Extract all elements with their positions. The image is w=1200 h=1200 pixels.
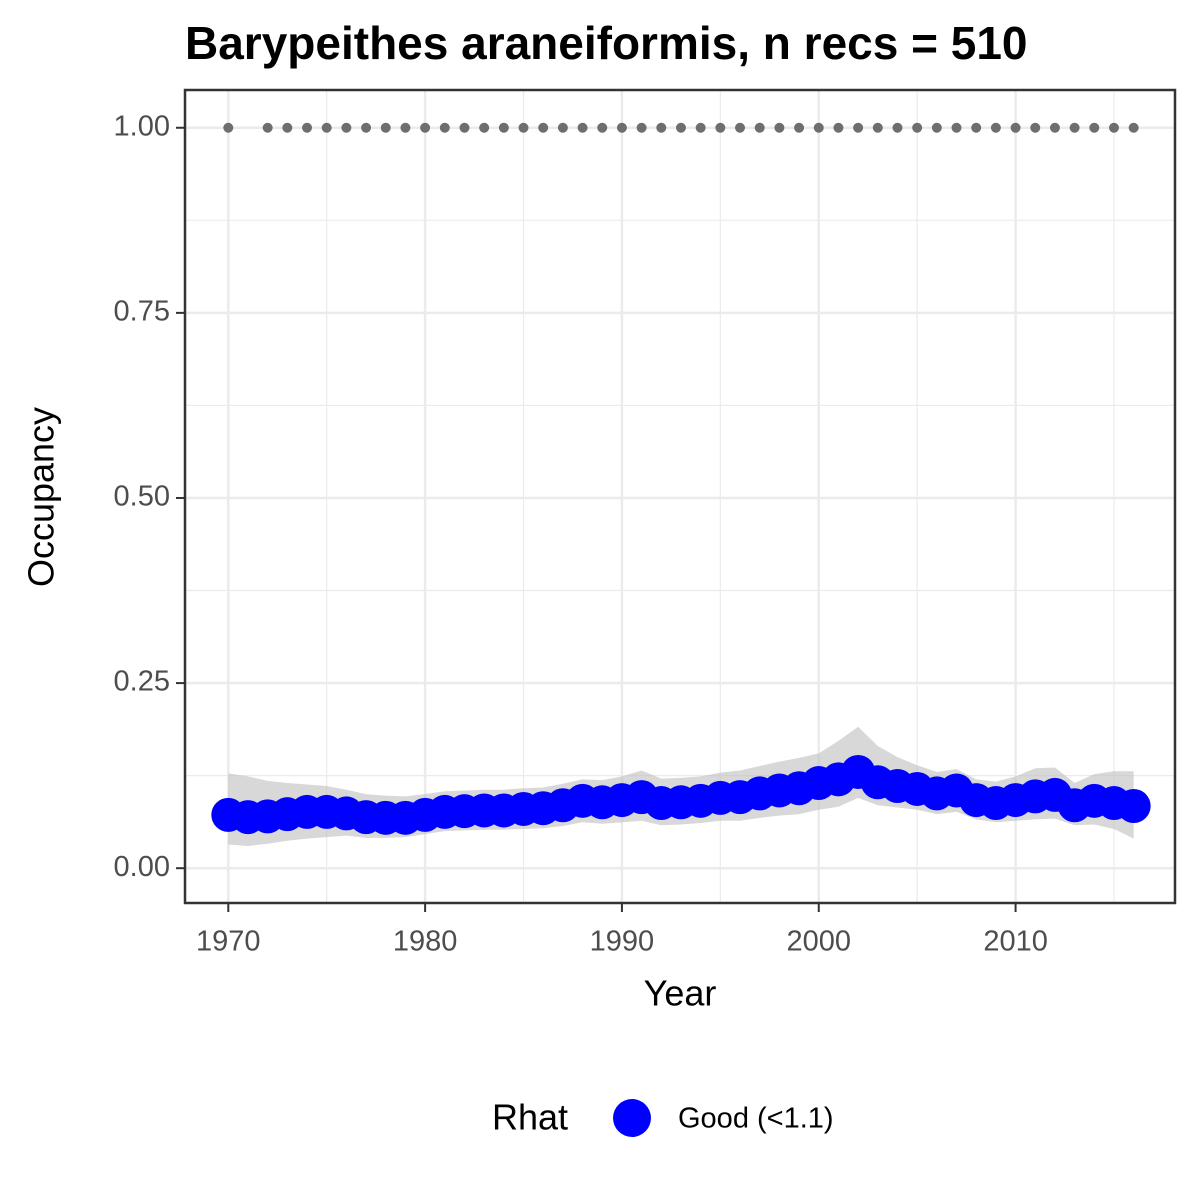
observed-point	[971, 122, 982, 133]
observed-point	[1089, 122, 1100, 133]
chart-title: Barypeithes araneiformis, n recs = 510	[185, 17, 1028, 69]
y-tick-label: 0.00	[114, 851, 170, 883]
x-axis-title: Year	[644, 973, 717, 1014]
observed-point	[439, 122, 450, 133]
observed-point	[774, 122, 785, 133]
observed-point	[459, 122, 470, 133]
observed-point	[754, 122, 765, 133]
observed-point	[715, 122, 726, 133]
observed-point	[1069, 122, 1080, 133]
observed-point	[1030, 122, 1041, 133]
x-tick-label: 1970	[196, 926, 261, 958]
observed-point	[262, 122, 273, 133]
observed-point	[597, 122, 608, 133]
observed-point	[990, 122, 1001, 133]
legend-title: Rhat	[492, 1097, 568, 1138]
observed-point	[361, 122, 372, 133]
x-tick-label: 2010	[983, 926, 1048, 958]
observed-point	[813, 122, 824, 133]
x-tick-label: 2000	[786, 926, 851, 958]
observed-point	[479, 122, 490, 133]
observed-point	[931, 122, 942, 133]
observed-point	[1010, 122, 1021, 133]
observed-point	[223, 122, 234, 133]
y-tick-label: 0.50	[114, 481, 170, 513]
panel-border	[183, 88, 1177, 905]
observed-point	[420, 122, 431, 133]
point	[1116, 789, 1151, 824]
y-tick-label: 0.25	[114, 666, 170, 698]
observed-point	[912, 122, 923, 133]
legend-key	[613, 1099, 651, 1137]
observed-point	[518, 122, 529, 133]
observed-point	[1108, 122, 1119, 133]
observed-point	[695, 122, 706, 133]
x-tick-label: 1990	[590, 926, 655, 958]
observed-point	[892, 122, 903, 133]
observed-point	[577, 122, 588, 133]
legend-label: Good (<1.1)	[678, 1103, 834, 1135]
observed-point	[538, 122, 549, 133]
x-tick-label: 1980	[393, 926, 458, 958]
observed-point	[400, 122, 411, 133]
y-axis-title: Occupancy	[21, 407, 62, 587]
y-tick-label: 1.00	[114, 110, 170, 142]
observed-point	[951, 122, 962, 133]
y-tick-label: 0.75	[114, 296, 170, 328]
observed-point	[1128, 122, 1139, 133]
observed-point	[833, 122, 844, 133]
observed-point	[853, 122, 864, 133]
observed-point	[341, 122, 352, 133]
observed-point	[636, 122, 647, 133]
observed-point	[498, 122, 509, 133]
observed-point	[735, 122, 746, 133]
observed-point	[1049, 122, 1060, 133]
observed-point	[321, 122, 332, 133]
observed-point	[872, 122, 883, 133]
observed-point	[675, 122, 686, 133]
observed-point	[557, 122, 568, 133]
observed-point	[380, 122, 391, 133]
observed-point	[794, 122, 805, 133]
observed-point	[616, 122, 627, 133]
observed-point	[282, 122, 293, 133]
observed-point	[302, 122, 313, 133]
observed-point	[656, 122, 667, 133]
